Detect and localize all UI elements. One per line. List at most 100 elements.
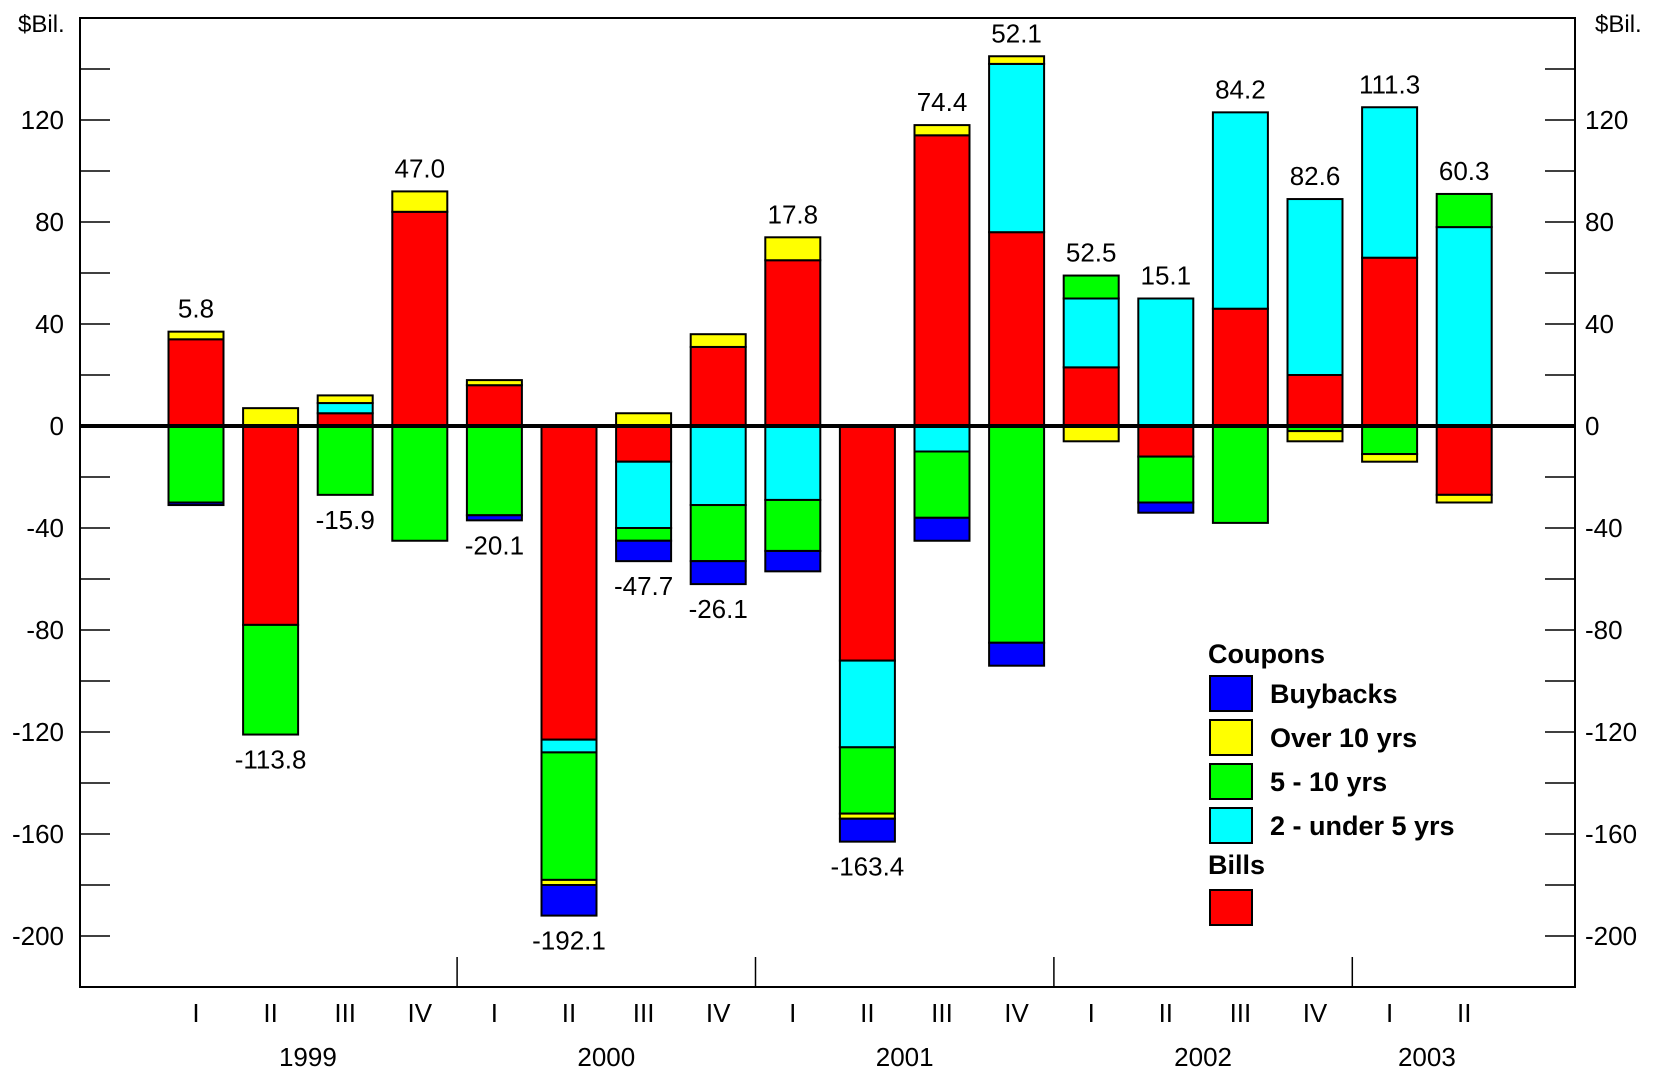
- total-label: 5.8: [178, 294, 214, 324]
- y-tick-label-left: 40: [35, 309, 64, 339]
- x-quarter-label: II: [1159, 998, 1173, 1028]
- y-tick-label-right: -200: [1585, 921, 1637, 951]
- legend-swatch: [1209, 807, 1253, 844]
- legend-label: 2 - under 5 yrs: [1270, 811, 1455, 841]
- x-quarter-label: III: [931, 998, 953, 1028]
- bar-segment-bills: [242, 425, 300, 626]
- x-quarter-label: I: [491, 998, 498, 1028]
- x-quarter-label: II: [263, 998, 277, 1028]
- bar-segment-5-10: [316, 425, 374, 496]
- plot-frame: [79, 17, 1576, 988]
- y-tick-label-right: 120: [1585, 105, 1628, 135]
- y-tick-label-right: 0: [1585, 411, 1599, 441]
- bar-segment-2-5: [1361, 106, 1419, 259]
- legend-swatch-bills: [1209, 889, 1253, 926]
- bar-segment-bills: [1137, 425, 1195, 458]
- x-quarter-label: II: [562, 998, 576, 1028]
- bar-segment-bills: [913, 134, 971, 428]
- bar-segment-5-10: [615, 527, 673, 542]
- total-labels: 5.8 -113.8 -15.9 47.0 -20.1 -192.1 -47.7 -26.1 1…: [178, 18, 1490, 955]
- bar-segment-bills: [615, 425, 673, 463]
- y-tick-label-left: -40: [26, 513, 64, 543]
- bar-segment-5-10: [764, 498, 822, 552]
- bar-segment-5-10: [913, 450, 971, 519]
- total-label: -47.7: [614, 571, 673, 601]
- bar-segment-bills: [1435, 425, 1493, 496]
- legend-label: 5 - 10 yrs: [1270, 767, 1387, 797]
- x-quarter-label: III: [1230, 998, 1252, 1028]
- bar-segment-over10: [1286, 430, 1344, 443]
- total-label: -26.1: [689, 594, 748, 624]
- total-label: 15.1: [1140, 261, 1191, 291]
- bar-segment-2-5: [615, 460, 673, 530]
- bar-segment-5-10: [1435, 192, 1493, 229]
- total-label: 82.6: [1290, 161, 1341, 191]
- bar-segment-5-10: [465, 425, 523, 517]
- total-label: 17.8: [767, 199, 818, 229]
- x-quarter-label: II: [860, 998, 874, 1028]
- bar-segment-buybacks: [689, 560, 747, 586]
- total-label: 74.4: [917, 87, 968, 117]
- bar-segment-5-10: [242, 623, 300, 736]
- x-quarter-label: IV: [706, 998, 731, 1028]
- right-unit-label: $Bil.: [1595, 11, 1642, 38]
- y-tick-label-left: -160: [12, 819, 64, 849]
- y-tick-label-left: -80: [26, 615, 64, 645]
- bar-segment-5-10: [1137, 455, 1195, 504]
- bar-segment-5-10: [167, 425, 225, 504]
- bar-segment-5-10: [540, 751, 598, 881]
- bar-segment-bills: [1361, 256, 1419, 428]
- legend-swatch: [1209, 675, 1253, 712]
- x-quarter-label: II: [1457, 998, 1471, 1028]
- bar-segment-2-5: [1062, 297, 1120, 369]
- bar-segment-2-5: [1211, 111, 1269, 310]
- bar-segment-buybacks: [913, 516, 971, 542]
- total-label: 52.5: [1066, 238, 1117, 268]
- x-quarter-label: IV: [1303, 998, 1328, 1028]
- bar-segment-bills: [1286, 374, 1344, 427]
- bar-segment-bills: [167, 338, 225, 427]
- bar-segment-bills: [689, 345, 747, 428]
- y-tick-label-left: -200: [12, 921, 64, 951]
- y-tick-label-left: -120: [12, 717, 64, 747]
- bar-segment-buybacks: [988, 641, 1046, 667]
- bar-segment-over10: [988, 55, 1046, 65]
- bar-segment-over10: [764, 236, 822, 262]
- bar-segment-5-10: [1062, 274, 1120, 300]
- x-quarter-label: IV: [1004, 998, 1029, 1028]
- bar-segment-bills: [1211, 307, 1269, 428]
- total-label: -15.9: [316, 505, 375, 535]
- bar-segment-2-5: [540, 738, 598, 754]
- x-year-label: 2001: [876, 1042, 934, 1071]
- bar-segment-over10: [242, 407, 300, 427]
- y-tick-label-left: 80: [35, 207, 64, 237]
- bar-segment-over10: [1435, 493, 1493, 504]
- bar-segment-bills: [838, 425, 896, 662]
- bar-segment-2-5: [764, 425, 822, 501]
- bar-segment-buybacks: [167, 501, 225, 507]
- bar-segment-buybacks: [1137, 501, 1195, 514]
- legend-label: Over 10 yrs: [1270, 723, 1417, 753]
- y-tick-label-right: 80: [1585, 207, 1614, 237]
- left-unit-label: $Bil.: [18, 11, 65, 38]
- bar-segment-bills: [391, 210, 449, 427]
- y-tick-label-right: -40: [1585, 513, 1623, 543]
- x-quarter-label: I: [192, 998, 199, 1028]
- bar-segment-2-5: [689, 425, 747, 507]
- x-quarter-label: I: [1088, 998, 1095, 1028]
- bar-segment-bills: [764, 259, 822, 427]
- bar-segment-bills: [1062, 366, 1120, 428]
- x-year-label: 1999: [279, 1042, 337, 1071]
- bar-segment-5-10: [1361, 425, 1419, 456]
- x-quarter-label: I: [789, 998, 796, 1028]
- bar-segment-over10: [1361, 453, 1419, 463]
- y-tick-label-right: -80: [1585, 615, 1623, 645]
- bar-segment-bills: [465, 384, 523, 428]
- y-tick-label-right: -120: [1585, 717, 1637, 747]
- x-year-label: 2002: [1174, 1042, 1232, 1071]
- total-label: -113.8: [235, 745, 307, 775]
- total-label: -163.4: [831, 852, 905, 882]
- x-quarter-label: III: [334, 998, 356, 1028]
